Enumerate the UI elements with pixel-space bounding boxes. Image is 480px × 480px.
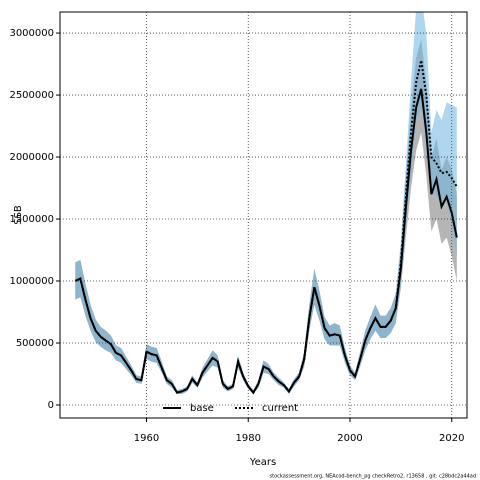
x-tick-label: 1960: [134, 433, 159, 444]
confidence-band: [75, 12, 457, 394]
y-tick-label: 1500000: [9, 214, 54, 225]
legend-label: base: [190, 403, 214, 414]
x-tick-label: 2000: [337, 433, 362, 444]
footer: stockassessment.org, NEAcod-bench_pg che…: [270, 474, 476, 480]
confidence-band: [75, 39, 457, 394]
y-tick-label: 2500000: [9, 90, 54, 101]
y-tick-label: 500000: [16, 338, 54, 349]
x-tick-label: 1980: [236, 433, 261, 444]
y-tick-label: 1000000: [9, 276, 54, 287]
y-tick-label: 0: [48, 400, 54, 411]
y-tick-label: 3000000: [9, 28, 54, 39]
y-tick-label: 2000000: [9, 152, 54, 163]
plot-frame: [59, 11, 468, 419]
x-axis-label: Years: [249, 457, 276, 468]
series-line: [74, 88, 458, 395]
plot-area: [74, 12, 458, 395]
x-tick-label: 2020: [439, 433, 464, 444]
legend-label: current: [262, 403, 298, 414]
y-axis-label: SSB: [13, 205, 24, 225]
